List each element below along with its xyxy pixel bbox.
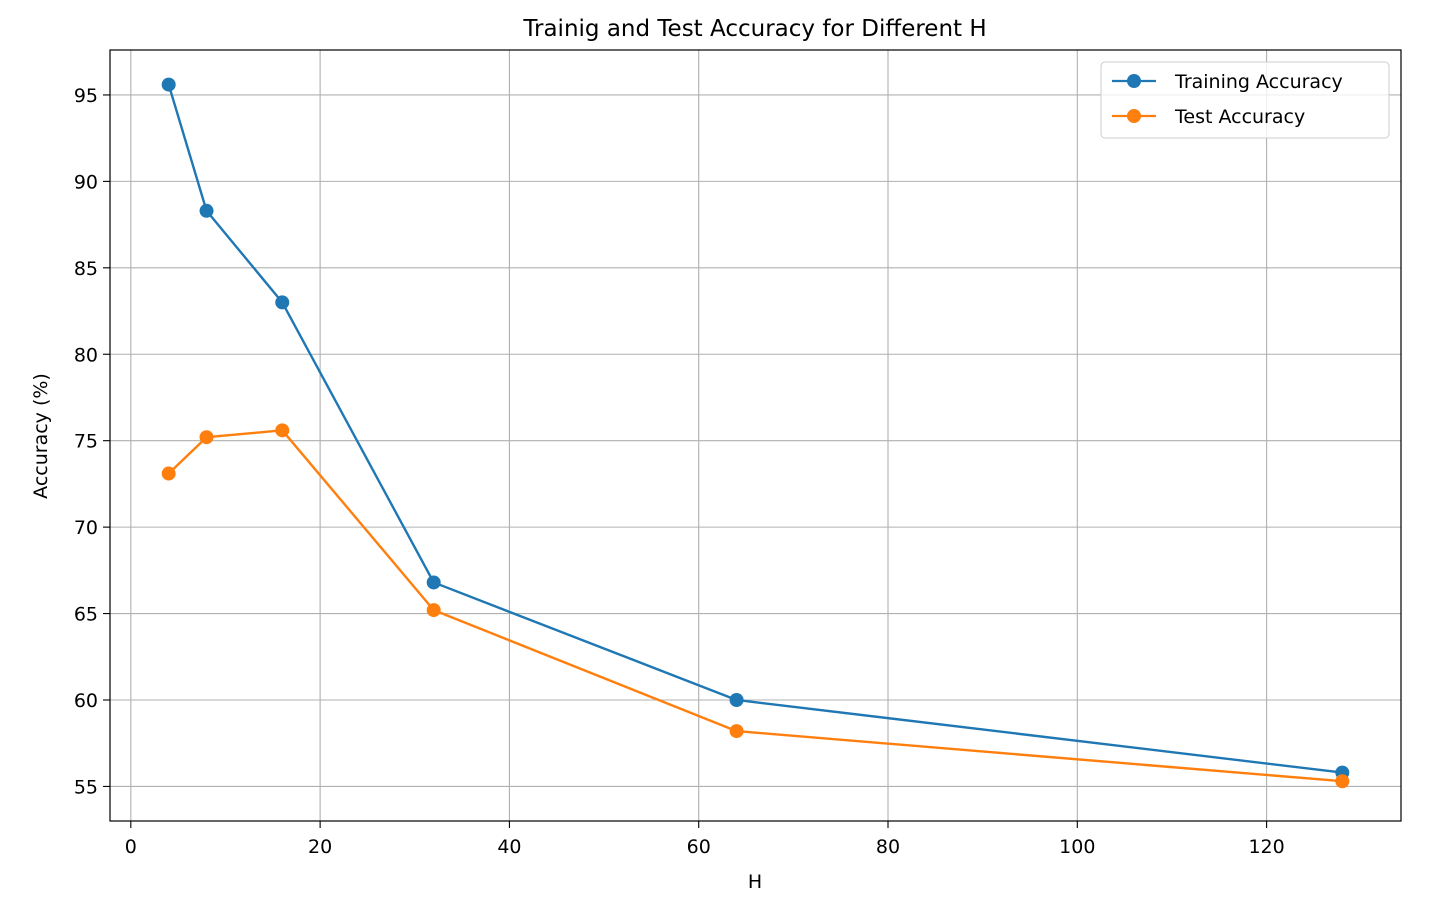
x-tick-label: 60 <box>687 836 711 858</box>
data-point-test-accuracy <box>161 466 176 481</box>
x-tick-label: 120 <box>1248 836 1284 858</box>
data-point-training-accuracy <box>729 692 744 707</box>
legend: Training Accuracy Test Accuracy <box>1100 61 1390 139</box>
series-line-training-accuracy <box>167 84 1343 774</box>
y-axis-label: Accuracy (%) <box>30 373 52 499</box>
data-point-test-accuracy <box>199 430 214 445</box>
data-series <box>161 77 1350 789</box>
y-tick-label: 60 <box>74 690 98 712</box>
y-tick-label: 70 <box>74 517 98 539</box>
y-tick-label: 90 <box>74 171 98 193</box>
x-tick-label: 20 <box>308 836 332 858</box>
x-tick-label: 100 <box>1059 836 1095 858</box>
y-tick-label: 75 <box>74 431 98 453</box>
y-tick-label: 55 <box>74 776 98 798</box>
legend-label-test: Test Accuracy <box>1174 106 1305 128</box>
legend-marker-test <box>1127 109 1141 123</box>
data-point-training-accuracy <box>275 295 290 310</box>
data-point-test-accuracy <box>426 603 441 618</box>
legend-marker-training <box>1127 74 1141 88</box>
axis-ticks: 0 20 40 60 80 100 120 55 60 65 70 75 80 85 90 95 <box>74 85 1285 858</box>
x-tick-label: 0 <box>125 836 137 858</box>
data-point-test-accuracy <box>729 724 744 739</box>
data-point-test-accuracy <box>275 423 290 438</box>
y-tick-label: 85 <box>74 258 98 280</box>
chart-title: Trainig and Test Accuracy for Different … <box>522 16 986 42</box>
legend-label-training: Training Accuracy <box>1174 71 1343 93</box>
x-tick-label: 80 <box>876 836 900 858</box>
axes-frame <box>109 49 1402 822</box>
y-tick-label: 80 <box>74 344 98 366</box>
legend-box <box>1100 61 1390 139</box>
x-tick-label: 40 <box>497 836 521 858</box>
data-point-training-accuracy <box>426 575 441 590</box>
data-point-test-accuracy <box>1335 774 1350 789</box>
grid-lines <box>110 50 1401 821</box>
x-axis-label: H <box>748 871 762 893</box>
series-line-test-accuracy <box>167 429 1343 783</box>
y-tick-label: 95 <box>74 85 98 107</box>
data-point-training-accuracy <box>199 203 214 218</box>
data-point-training-accuracy <box>161 77 176 92</box>
y-tick-label: 65 <box>74 604 98 626</box>
